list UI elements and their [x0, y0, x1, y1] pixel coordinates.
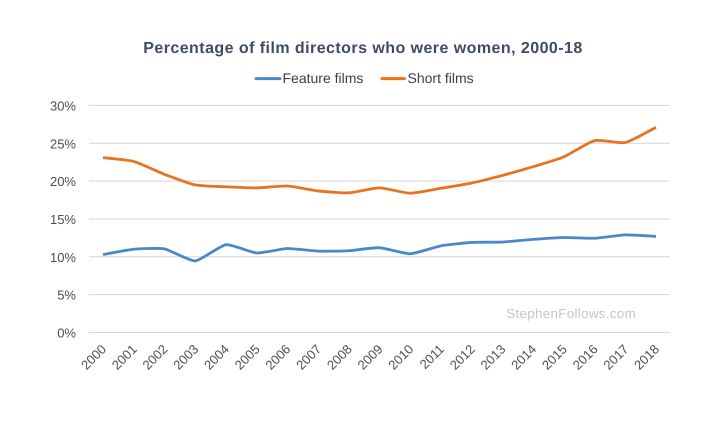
svg-text:15%: 15% [50, 212, 76, 227]
svg-text:10%: 10% [50, 250, 76, 265]
svg-text:5%: 5% [57, 288, 76, 303]
svg-text:Feature films: Feature films [283, 70, 364, 86]
svg-text:Percentage of film directors w: Percentage of film directors who were wo… [143, 40, 583, 57]
svg-text:Short films: Short films [408, 70, 474, 86]
svg-text:20%: 20% [50, 174, 76, 189]
svg-text:30%: 30% [50, 98, 76, 113]
svg-text:StephenFollows.com: StephenFollows.com [506, 306, 636, 321]
svg-text:0%: 0% [57, 326, 76, 341]
svg-text:25%: 25% [50, 136, 76, 151]
